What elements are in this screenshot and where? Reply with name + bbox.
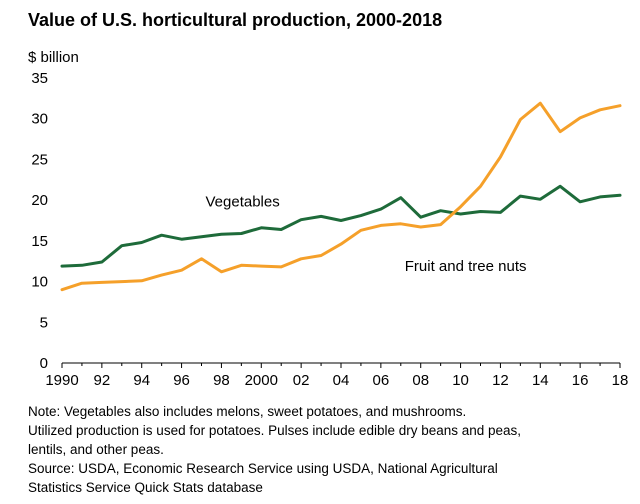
x-tick-label: 06 (373, 372, 390, 389)
note-line: Note: Vegetables also includes melons, s… (28, 404, 467, 419)
y-tick-label: 30 (31, 111, 48, 128)
source-line: Source: USDA, Economic Research Service … (28, 461, 498, 476)
series-label-layer: Vegetables Fruit and tree nuts (205, 194, 526, 275)
x-tick-label: 2000 (245, 372, 278, 389)
series-label-vegetables: Vegetables (205, 194, 279, 211)
y-tick-label: 0 (40, 355, 48, 372)
note-line: lentils, and other peas. (28, 442, 164, 457)
series-line-fruit-and-tree-nuts (60, 101, 622, 292)
y-tick-label: 10 (31, 274, 48, 291)
x-tick-label: 04 (333, 372, 350, 389)
chart-title: Value of U.S. horticultural production, … (28, 10, 443, 30)
series-line-vegetables (60, 184, 622, 268)
y-tick-label: 20 (31, 192, 48, 209)
x-tick-label: 18 (612, 372, 629, 389)
y-tick-label: 15 (31, 233, 48, 250)
series-label-fruit-and-tree-nuts: Fruit and tree nuts (405, 258, 527, 275)
x-axis: 1990 92 94 96 98 2000 02 04 06 08 10 12 14 16 18 (45, 362, 629, 389)
series-layer (60, 101, 622, 292)
x-tick-label: 94 (133, 372, 150, 389)
y-axis: 0 5 10 15 20 25 30 35 (31, 70, 48, 372)
y-tick-label: 5 (40, 314, 48, 331)
x-tick-label: 02 (293, 372, 310, 389)
x-tick-label: 98 (213, 372, 230, 389)
y-axis-unit-label: $ billion (28, 49, 79, 66)
x-tick-label: 92 (94, 372, 111, 389)
x-tick-label: 14 (532, 372, 549, 389)
x-tick-label: 08 (412, 372, 429, 389)
y-tick-label: 35 (31, 70, 48, 87)
source-line: Statistics Service Quick Stats database (28, 480, 263, 495)
footnotes: Note: Vegetables also includes melons, s… (28, 402, 628, 497)
note-line: Utilized production is used for potatoes… (28, 423, 522, 438)
x-tick-label: 96 (173, 372, 190, 389)
x-tick-label: 1990 (45, 372, 78, 389)
y-tick-label: 25 (31, 151, 48, 168)
x-tick-label: 10 (452, 372, 469, 389)
x-tick-label: 12 (492, 372, 509, 389)
x-tick-label: 16 (572, 372, 589, 389)
